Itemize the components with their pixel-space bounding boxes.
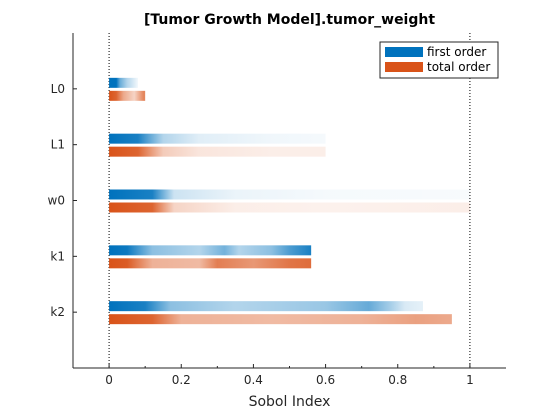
- bar-L0-first-order: [109, 77, 138, 88]
- x-tick-label: 0.2: [172, 373, 191, 387]
- bar-L0-total-order: [109, 90, 146, 101]
- bar-L1-first-order: [109, 133, 326, 144]
- x-tick-label: 0.4: [244, 373, 263, 387]
- x-tick-label: 1: [466, 373, 474, 387]
- legend-label-total-order: total order: [427, 60, 490, 74]
- bars-group: [109, 77, 470, 325]
- y-tick-label-k1: k1: [50, 249, 65, 263]
- legend-swatch-total-order: [385, 62, 423, 72]
- y-ticks: L0 L1 w0 k1 k2: [48, 82, 77, 319]
- bar-w0-total-order: [109, 202, 470, 213]
- chart-title: [Tumor Growth Model].tumor_weight: [144, 12, 435, 28]
- bar-L1-total-order: [109, 146, 326, 157]
- x-axis-label: Sobol Index: [249, 394, 331, 410]
- x-ticks: 0 0.2 0.4 0.6 0.8 1: [105, 364, 474, 387]
- y-tick-label-L0: L0: [51, 82, 65, 96]
- x-tick-label: 0.6: [316, 373, 335, 387]
- legend-swatch-first-order: [385, 47, 423, 57]
- bar-k2-total-order: [109, 314, 452, 325]
- plot-area: [73, 33, 506, 368]
- x-tick-label: 0: [105, 373, 113, 387]
- bar-k2-first-order: [109, 301, 424, 312]
- y-tick-label-k2: k2: [50, 305, 65, 319]
- reference-lines: [108, 33, 471, 368]
- bar-k1-first-order: [109, 245, 312, 256]
- bar-w0-first-order: [109, 189, 470, 200]
- y-tick-label-L1: L1: [51, 138, 65, 152]
- x-tick-label: 0.8: [388, 373, 407, 387]
- legend-label-first-order: first order: [427, 45, 486, 59]
- bar-k1-total-order: [109, 258, 312, 269]
- y-tick-label-w0: w0: [48, 194, 65, 208]
